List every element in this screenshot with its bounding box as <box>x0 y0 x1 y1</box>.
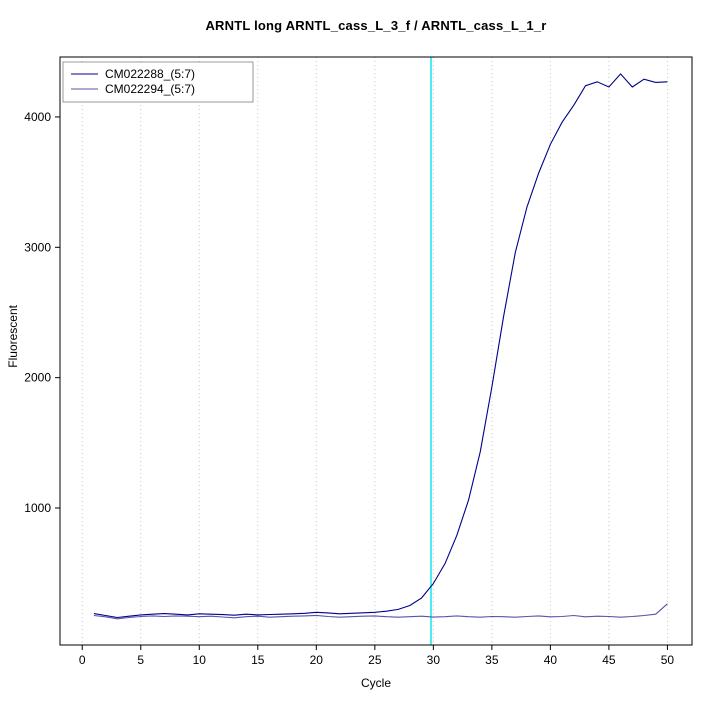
x-tick-label: 45 <box>602 653 616 667</box>
y-tick-label: 1000 <box>24 501 51 515</box>
legend: CM022288_(5:7)CM022294_(5:7) <box>62 61 254 103</box>
x-tick-label: 0 <box>79 653 86 667</box>
x-tick-label: 50 <box>661 653 675 667</box>
y-tick-label: 2000 <box>24 371 51 385</box>
series-line-CM022288_(5:7) <box>93 73 668 619</box>
legend-item-label: CM022288_(5:7) <box>105 67 195 81</box>
x-axis-label: Cycle <box>360 676 391 690</box>
x-tick-label: 10 <box>193 653 207 667</box>
x-tick-label: 5 <box>137 653 144 667</box>
y-tick-label: 4000 <box>24 110 51 124</box>
legend-box <box>62 61 254 103</box>
x-tick-label: 40 <box>544 653 558 667</box>
chart-title: ARNTL long ARNTL_cass_L_3_f / ARNTL_cass… <box>205 18 547 33</box>
series-line-CM022294_(5:7) <box>93 603 668 620</box>
x-tick-label: 25 <box>368 653 382 667</box>
y-tick-label: 3000 <box>24 240 51 254</box>
x-tick-label: 35 <box>485 653 499 667</box>
legend-item-label: CM022294_(5:7) <box>105 82 195 96</box>
plot-border <box>59 56 693 646</box>
x-tick-label: 30 <box>427 653 441 667</box>
x-tick-label: 15 <box>251 653 265 667</box>
x-tick-label: 20 <box>310 653 324 667</box>
